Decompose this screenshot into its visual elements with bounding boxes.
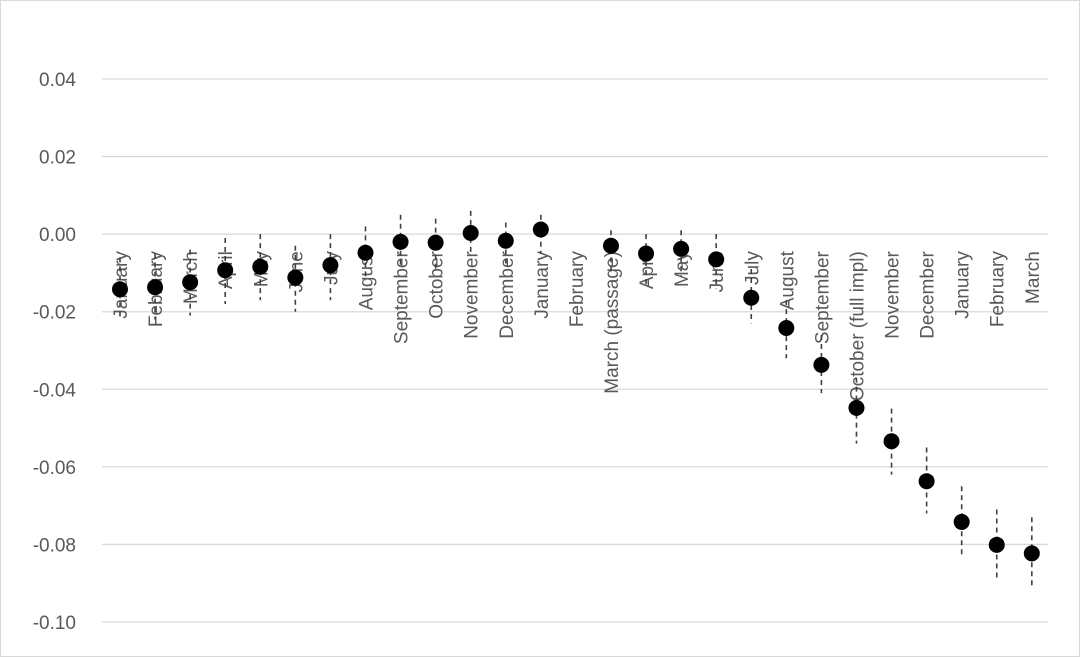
- y-tick-label: -0.06: [33, 458, 76, 479]
- data-point: [953, 513, 970, 530]
- data-point: [743, 289, 760, 306]
- x-tick-label: February: [567, 251, 588, 328]
- data-point: [392, 233, 409, 250]
- data-point: [427, 234, 444, 251]
- x-axis-tick-labels: JanuaryFebruaryMarchAprilMayJuneJulyAugu…: [111, 250, 1044, 401]
- x-tick-label: July: [742, 251, 763, 285]
- x-tick-label: January: [532, 251, 553, 319]
- data-point: [813, 356, 830, 373]
- y-tick-label: 0.00: [39, 225, 76, 246]
- data-point: [252, 258, 269, 275]
- data-point: [708, 251, 725, 268]
- data-point: [673, 240, 690, 257]
- data-point: [287, 269, 304, 286]
- data-point: [778, 320, 795, 337]
- data-point: [462, 224, 479, 241]
- x-tick-label: October (full impl): [847, 251, 868, 401]
- data-point: [532, 221, 549, 238]
- y-tick-label: 0.02: [39, 148, 76, 169]
- data-point: [112, 281, 128, 298]
- y-tick-label: -0.08: [33, 535, 76, 556]
- x-tick-label: January: [953, 251, 974, 319]
- y-tick-label: 0.04: [39, 70, 76, 91]
- gridlines: [102, 78, 1048, 623]
- x-tick-label: May: [672, 251, 693, 287]
- x-tick-label: September: [392, 250, 413, 344]
- data-point: [883, 433, 900, 450]
- x-tick-label: March: [1023, 251, 1044, 304]
- y-tick-label: -0.04: [33, 380, 77, 401]
- x-tick-label: April: [637, 251, 658, 289]
- x-tick-label: August: [777, 250, 798, 310]
- data-point: [147, 279, 164, 296]
- x-tick-label: February: [988, 251, 1009, 328]
- data-point: [357, 244, 374, 261]
- y-tick-label: -0.10: [33, 613, 76, 634]
- data-point: [988, 536, 1005, 553]
- data-point: [497, 232, 514, 249]
- x-tick-label: October: [427, 250, 448, 318]
- data-point: [602, 237, 619, 254]
- data-points: [112, 221, 1040, 562]
- data-point: [1023, 545, 1040, 562]
- data-point: [638, 245, 655, 262]
- x-tick-label: November: [883, 250, 904, 338]
- y-tick-label: -0.02: [33, 303, 76, 324]
- y-axis-tick-labels: 0.04 0.02 0.00 -0.02 -0.04 -0.06 -0.08 -0.10: [33, 70, 77, 634]
- x-tick-label: March (passage): [602, 251, 623, 394]
- x-tick-label: December: [918, 250, 939, 338]
- data-point: [182, 274, 199, 291]
- data-point: [322, 257, 339, 274]
- x-tick-label: September: [812, 250, 833, 344]
- data-point: [217, 262, 234, 279]
- data-point: [918, 473, 935, 490]
- data-point: [848, 399, 865, 416]
- x-tick-label: November: [462, 250, 483, 338]
- x-tick-label: December: [497, 250, 518, 338]
- x-tick-label: August: [356, 250, 377, 310]
